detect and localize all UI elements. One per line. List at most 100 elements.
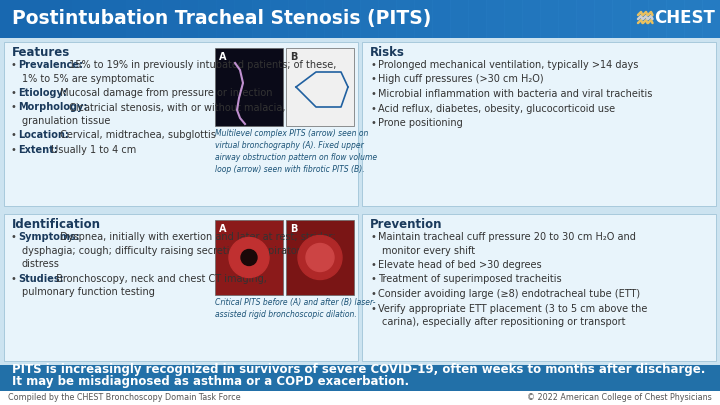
Text: Features: Features <box>12 46 71 59</box>
Text: A: A <box>219 224 227 234</box>
Text: carina), especially after repositioning or transport: carina), especially after repositioning … <box>382 317 626 327</box>
Text: •: • <box>370 303 376 313</box>
Text: Prone positioning: Prone positioning <box>378 118 463 128</box>
Circle shape <box>229 237 269 277</box>
FancyBboxPatch shape <box>126 0 145 38</box>
Text: Cicatricial stenosis, with or without malacia,: Cicatricial stenosis, with or without ma… <box>66 102 285 113</box>
FancyBboxPatch shape <box>18 0 37 38</box>
FancyBboxPatch shape <box>270 0 289 38</box>
Text: •: • <box>370 260 376 270</box>
Text: •: • <box>10 130 16 141</box>
Text: Treatment of superimposed tracheitis: Treatment of superimposed tracheitis <box>378 275 562 284</box>
Text: CHEST: CHEST <box>654 9 716 27</box>
FancyBboxPatch shape <box>0 391 720 405</box>
Text: B: B <box>290 52 297 62</box>
FancyBboxPatch shape <box>576 0 595 38</box>
FancyBboxPatch shape <box>198 0 217 38</box>
Text: Studies:: Studies: <box>18 273 63 283</box>
Text: Maintain tracheal cuff pressure 20 to 30 cm H₂O and: Maintain tracheal cuff pressure 20 to 30… <box>378 232 636 242</box>
FancyBboxPatch shape <box>468 0 487 38</box>
FancyBboxPatch shape <box>648 0 667 38</box>
FancyBboxPatch shape <box>360 0 379 38</box>
Text: •: • <box>370 289 376 299</box>
Text: •: • <box>370 118 376 128</box>
Circle shape <box>241 249 257 266</box>
FancyBboxPatch shape <box>414 0 433 38</box>
Text: distress: distress <box>22 259 60 269</box>
FancyBboxPatch shape <box>362 42 716 206</box>
Circle shape <box>306 243 334 271</box>
Text: •: • <box>10 102 16 113</box>
FancyBboxPatch shape <box>0 0 720 38</box>
FancyBboxPatch shape <box>362 214 716 361</box>
Text: Dyspnea, initially with exertion and later at rest; stridor;: Dyspnea, initially with exertion and lat… <box>57 232 336 242</box>
Text: •: • <box>10 145 16 155</box>
FancyBboxPatch shape <box>324 0 343 38</box>
Text: Risks: Risks <box>370 46 405 59</box>
FancyBboxPatch shape <box>342 0 361 38</box>
Text: pulmonary function testing: pulmonary function testing <box>22 287 155 297</box>
FancyBboxPatch shape <box>504 0 523 38</box>
FancyBboxPatch shape <box>216 0 235 38</box>
Text: •: • <box>370 89 376 99</box>
FancyBboxPatch shape <box>4 42 358 206</box>
FancyBboxPatch shape <box>108 0 127 38</box>
FancyBboxPatch shape <box>215 220 283 295</box>
FancyBboxPatch shape <box>144 0 163 38</box>
FancyBboxPatch shape <box>684 0 703 38</box>
Text: Prevention: Prevention <box>370 218 443 231</box>
FancyBboxPatch shape <box>594 0 613 38</box>
Text: Postintubation Tracheal Stenosis (PITS): Postintubation Tracheal Stenosis (PITS) <box>12 9 431 28</box>
Text: •: • <box>370 104 376 113</box>
Text: Critical PITS before (A) and after (B) laser-
assisted rigid bronchoscopic dilat: Critical PITS before (A) and after (B) l… <box>215 298 376 319</box>
Text: Compiled by the CHEST Bronchoscopy Domain Task Force: Compiled by the CHEST Bronchoscopy Domai… <box>8 394 240 403</box>
FancyBboxPatch shape <box>612 0 631 38</box>
Text: •: • <box>10 232 16 242</box>
Text: •: • <box>370 60 376 70</box>
FancyBboxPatch shape <box>702 0 720 38</box>
Text: Morphology:: Morphology: <box>18 102 87 113</box>
Text: Microbial inflammation with bacteria and viral tracheitis: Microbial inflammation with bacteria and… <box>378 89 652 99</box>
Text: Bronchoscopy, neck and chest CT imaging,: Bronchoscopy, neck and chest CT imaging, <box>53 273 266 283</box>
Text: Symptoms:: Symptoms: <box>18 232 80 242</box>
FancyBboxPatch shape <box>486 0 505 38</box>
FancyBboxPatch shape <box>378 0 397 38</box>
FancyBboxPatch shape <box>432 0 451 38</box>
Text: •: • <box>370 232 376 242</box>
Text: 15% to 19% in previously intubated patients; of these,: 15% to 19% in previously intubated patie… <box>66 60 336 70</box>
Text: Usually 1 to 4 cm: Usually 1 to 4 cm <box>48 145 137 155</box>
Text: It may be misdiagnosed as asthma or a COPD exacerbation.: It may be misdiagnosed as asthma or a CO… <box>12 375 409 388</box>
Text: Verify appropriate ETT placement (3 to 5 cm above the: Verify appropriate ETT placement (3 to 5… <box>378 303 647 313</box>
Text: Cervical, midtrachea, subglottis: Cervical, midtrachea, subglottis <box>57 130 216 141</box>
Circle shape <box>298 235 342 279</box>
Text: 1% to 5% are symptomatic: 1% to 5% are symptomatic <box>22 73 155 83</box>
FancyBboxPatch shape <box>666 0 685 38</box>
Text: Location:: Location: <box>18 130 69 141</box>
FancyBboxPatch shape <box>252 0 271 38</box>
Text: •: • <box>10 88 16 98</box>
FancyBboxPatch shape <box>215 48 283 126</box>
FancyBboxPatch shape <box>234 0 253 38</box>
Text: Consider avoiding large (≥8) endotracheal tube (ETT): Consider avoiding large (≥8) endotrachea… <box>378 289 640 299</box>
Text: Acid reflux, diabetes, obesity, glucocorticoid use: Acid reflux, diabetes, obesity, glucocor… <box>378 104 615 113</box>
FancyBboxPatch shape <box>4 214 358 361</box>
FancyBboxPatch shape <box>0 0 720 395</box>
Text: High cuff pressures (>30 cm H₂O): High cuff pressures (>30 cm H₂O) <box>378 75 544 85</box>
FancyBboxPatch shape <box>90 0 109 38</box>
Text: monitor every shift: monitor every shift <box>382 245 475 256</box>
FancyBboxPatch shape <box>396 0 415 38</box>
FancyBboxPatch shape <box>180 0 199 38</box>
FancyBboxPatch shape <box>288 0 307 38</box>
Text: •: • <box>10 273 16 283</box>
Text: dysphagia; cough; difficulty raising secretions; respiratory: dysphagia; cough; difficulty raising sec… <box>22 245 307 256</box>
FancyBboxPatch shape <box>0 0 19 38</box>
Text: Etiology:: Etiology: <box>18 88 67 98</box>
Text: Prevalence:: Prevalence: <box>18 60 83 70</box>
Text: granulation tissue: granulation tissue <box>22 116 110 126</box>
FancyBboxPatch shape <box>630 0 649 38</box>
FancyBboxPatch shape <box>72 0 91 38</box>
FancyBboxPatch shape <box>450 0 469 38</box>
Text: PITS is increasingly recognized in survivors of severe COVID-19, often weeks to : PITS is increasingly recognized in survi… <box>12 364 706 377</box>
Text: Elevate head of bed >30 degrees: Elevate head of bed >30 degrees <box>378 260 541 270</box>
FancyBboxPatch shape <box>306 0 325 38</box>
